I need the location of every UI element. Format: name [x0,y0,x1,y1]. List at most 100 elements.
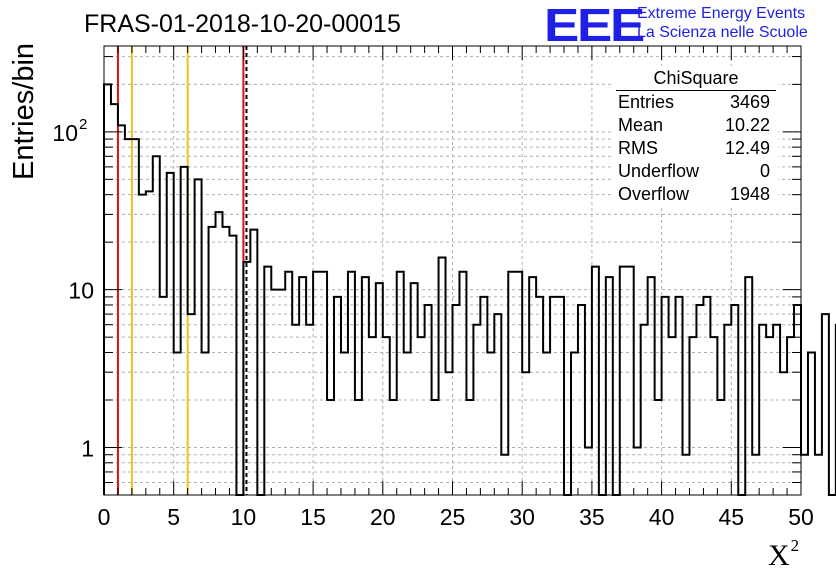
histogram-bin [710,337,717,495]
y-tick-label-exponent: 2 [79,116,87,133]
histogram-bin [822,314,829,495]
histogram-bin [229,236,236,495]
histogram-bin [306,325,313,495]
histogram-bin [815,455,822,495]
histogram-bin [146,191,153,495]
histogram-bin [501,455,508,495]
histogram-bin [188,314,195,495]
stats-row-underflow: Underflow 0 [612,160,778,183]
histogram-bin [543,352,550,495]
histogram-bin [766,337,773,495]
org-name-line1: Extreme Energy Events [637,5,805,23]
x-tick-label: 10 [231,504,257,530]
stats-row-mean: Mean 10.22 [612,114,778,137]
stats-label: Overflow [618,183,689,206]
stats-label: Mean [618,114,663,137]
x-tick-label: 20 [370,504,396,530]
histogram-bin [641,325,648,495]
histogram-bin [689,337,696,495]
stats-value: 0 [760,160,770,183]
histogram-bin [160,297,167,495]
histogram-bin [216,212,223,495]
x-tick-label: 30 [509,504,535,530]
histogram-bin [369,337,376,495]
x-tick-label: 5 [167,504,180,530]
x-tick-label: 45 [719,504,745,530]
histogram-bin [669,337,676,495]
x-tick-label: 0 [98,504,111,530]
histogram-bin [383,337,390,495]
x-tick-label: 25 [440,504,466,530]
histogram-bin [536,297,543,495]
histogram-bin [174,352,181,495]
histogram-bin [404,352,411,495]
histogram-bin [662,297,669,495]
stats-label: Underflow [618,160,699,183]
histogram-bin [292,325,299,495]
y-axis-label: Entries/bin [8,43,41,180]
histogram-bin [125,139,132,495]
histogram-bin [418,337,425,495]
histogram-bin [264,267,271,495]
x-tick-label: 50 [788,504,814,530]
histogram-bin [202,352,209,495]
histogram-bin [703,297,710,495]
histogram-bin [271,290,278,495]
histogram-bin [571,352,578,495]
stats-row-overflow: Overflow 1948 [612,183,778,206]
histogram-bin [341,352,348,495]
histogram-bin [522,372,529,495]
histogram-bin [550,297,557,495]
y-tick-label: 1 [81,435,94,461]
histogram-bin [167,173,174,495]
stats-row-rms: RMS 12.49 [612,137,778,160]
histogram-bin [153,156,160,495]
histogram-bin [139,195,146,495]
histogram-bin [111,104,118,495]
stats-title: ChiSquare [616,66,776,91]
histogram-bin [787,337,794,495]
chart-title: FRAS-01-2018-10-20-00015 [84,10,401,39]
stats-value: 12.49 [725,137,770,160]
stats-value: 3469 [730,91,770,114]
x-tick-label: 15 [300,504,326,530]
org-name-line2: La Scienza nelle Scuole [637,24,808,42]
histogram-bin [801,455,808,495]
x-axis-label-base: X [768,539,790,572]
stats-label: RMS [618,137,658,160]
stats-value: 10.22 [725,114,770,137]
stats-value: 1948 [730,183,770,206]
histogram-bin [118,125,125,495]
stats-label: Entries [618,91,674,114]
histogram-bin [181,167,188,495]
y-tick-label: 10 [68,278,94,304]
histogram-bin [808,352,815,495]
x-tick-label: 35 [579,504,605,530]
histogram-bin [724,325,731,495]
eee-logo: EEE [544,2,643,48]
histogram-bin [592,267,599,495]
histogram-bin [132,139,139,495]
histogram-bin [494,314,501,495]
reference-lines [118,46,247,495]
histogram-bin [752,455,759,495]
x-tick-label: 40 [649,504,675,530]
stats-box: ChiSquare Entries 3469 Mean 10.22 RMS 12… [612,66,778,208]
histogram-bin [473,325,480,495]
histogram-bin [334,297,341,495]
y-tick-label: 10 [52,120,78,146]
histogram-bin [487,352,494,495]
histogram-bin [773,325,780,495]
stats-row-entries: Entries 3469 [612,91,778,114]
histogram-bin [446,372,453,495]
histogram-bin [627,267,634,495]
histogram-bin [278,290,285,495]
x-axis-label: X2 [768,536,799,573]
histogram-bin [480,297,487,495]
histogram-bin [759,325,766,495]
x-axis-label-superscript: 2 [791,536,800,555]
histogram-bin [676,297,683,495]
histogram-bin [557,297,564,495]
histogram-bin [780,372,787,495]
